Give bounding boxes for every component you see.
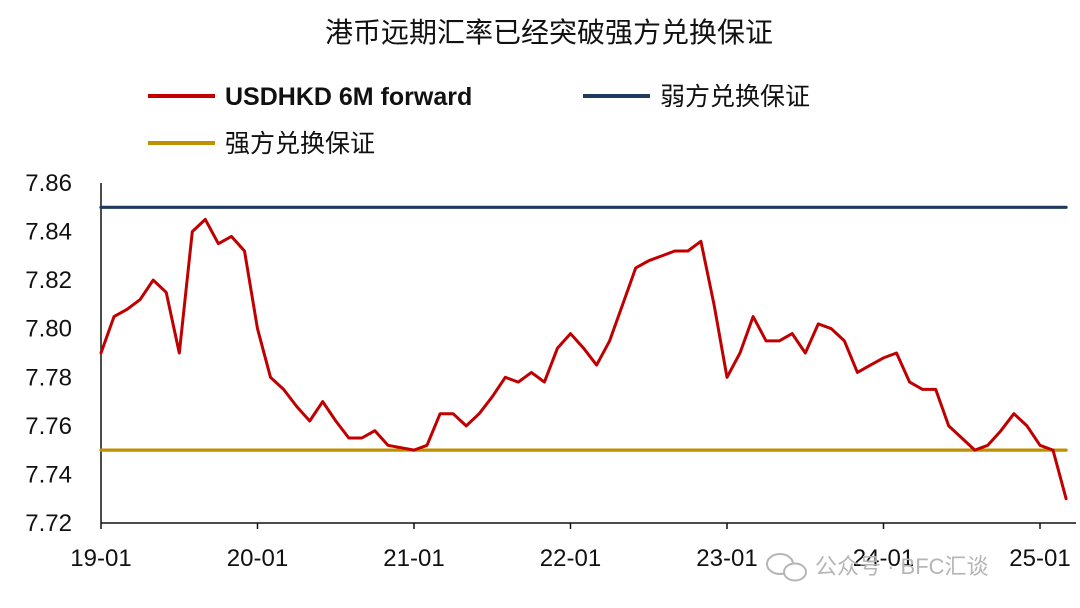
x-tick-labels: 19-01 20-01 21-01 22-01 23-01 24-01 25-01 xyxy=(70,545,1070,572)
legend-label-strong-side: 强方兑换保证 xyxy=(225,129,375,158)
y-tick-label: 7.78 xyxy=(25,364,72,391)
y-tick-label: 7.76 xyxy=(25,413,72,440)
watermark: 公众号 · BFC汇谈 xyxy=(766,553,989,582)
x-tick-label: 23-01 xyxy=(696,545,757,572)
series-usdhkd-6m-forward xyxy=(99,217,1068,501)
legend-label-weak-side: 弱方兑换保证 xyxy=(660,82,810,111)
y-tick-label: 7.74 xyxy=(25,461,72,488)
watermark-text: 公众号 · BFC汇谈 xyxy=(815,554,989,579)
x-tick-label: 25-01 xyxy=(1009,545,1070,572)
x-tick-label: 19-01 xyxy=(70,545,131,572)
y-tick-label: 7.80 xyxy=(25,316,72,343)
y-tick-label: 7.86 xyxy=(25,170,72,197)
chart-title: 港币远期汇率已经突破强方兑换保证 xyxy=(325,16,773,49)
series-lines xyxy=(99,205,1068,501)
y-tick-labels: 7.86 7.84 7.82 7.80 7.78 7.76 7.74 7.72 xyxy=(25,170,72,537)
x-tick-label: 20-01 xyxy=(227,545,288,572)
legend: USDHKD 6M forward 弱方兑换保证 强方兑换保证 xyxy=(148,82,810,158)
y-tick-label: 7.82 xyxy=(25,267,72,294)
x-tick-marks xyxy=(100,523,1041,529)
wechat-icon xyxy=(766,553,807,582)
x-tick-label: 21-01 xyxy=(383,545,444,572)
y-tick-label: 7.84 xyxy=(25,219,72,246)
legend-label-forward: USDHKD 6M forward xyxy=(225,83,472,111)
x-tick-label: 24-01 xyxy=(853,545,914,572)
x-tick-label: 22-01 xyxy=(540,545,601,572)
y-tick-label: 7.72 xyxy=(25,510,72,537)
